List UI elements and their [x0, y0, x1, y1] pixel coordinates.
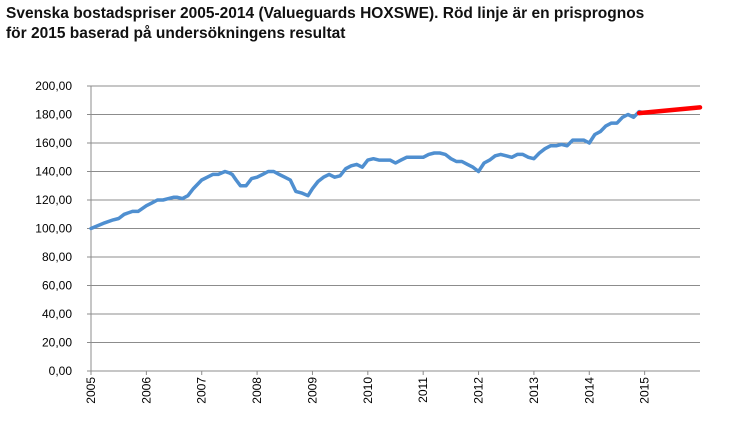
x-tick-label: 2009 — [305, 377, 319, 404]
x-tick-label: 2008 — [250, 377, 264, 404]
y-tick-label: 60,00 — [42, 279, 72, 293]
x-tick-label: 2005 — [84, 377, 98, 404]
chart-title-line-1: Svenska bostadspriser 2005-2014 (Valuegu… — [6, 5, 645, 22]
y-tick-label: 120,00 — [35, 193, 72, 207]
y-tick-label: 140,00 — [35, 165, 72, 179]
x-tick-label: 2013 — [527, 377, 541, 404]
x-tick-label: 2006 — [139, 377, 153, 404]
x-tick-label: 2014 — [582, 377, 596, 404]
y-tick-label: 180,00 — [35, 108, 72, 122]
x-tick-label: 2012 — [472, 377, 486, 404]
y-tick-label: 160,00 — [35, 136, 72, 150]
chart-title: Svenska bostadspriser 2005-2014 (Valuegu… — [6, 4, 728, 44]
chart-title-line-2: för 2015 baserad på undersökningens resu… — [6, 25, 346, 42]
x-tick-label: 2015 — [638, 377, 652, 404]
y-tick-label: 0,00 — [49, 364, 73, 378]
x-tick-label: 2007 — [195, 377, 209, 404]
y-tick-label: 80,00 — [42, 250, 72, 264]
x-tick-label: 2011 — [416, 377, 430, 403]
y-tick-label: 20,00 — [42, 336, 72, 350]
price-index-line — [89, 109, 647, 231]
forecast-line — [636, 105, 703, 116]
y-tick-label: 200,00 — [35, 79, 72, 93]
y-tick-label: 100,00 — [35, 222, 72, 236]
y-tick-label: 40,00 — [42, 307, 72, 321]
x-tick-label: 2010 — [361, 377, 375, 404]
